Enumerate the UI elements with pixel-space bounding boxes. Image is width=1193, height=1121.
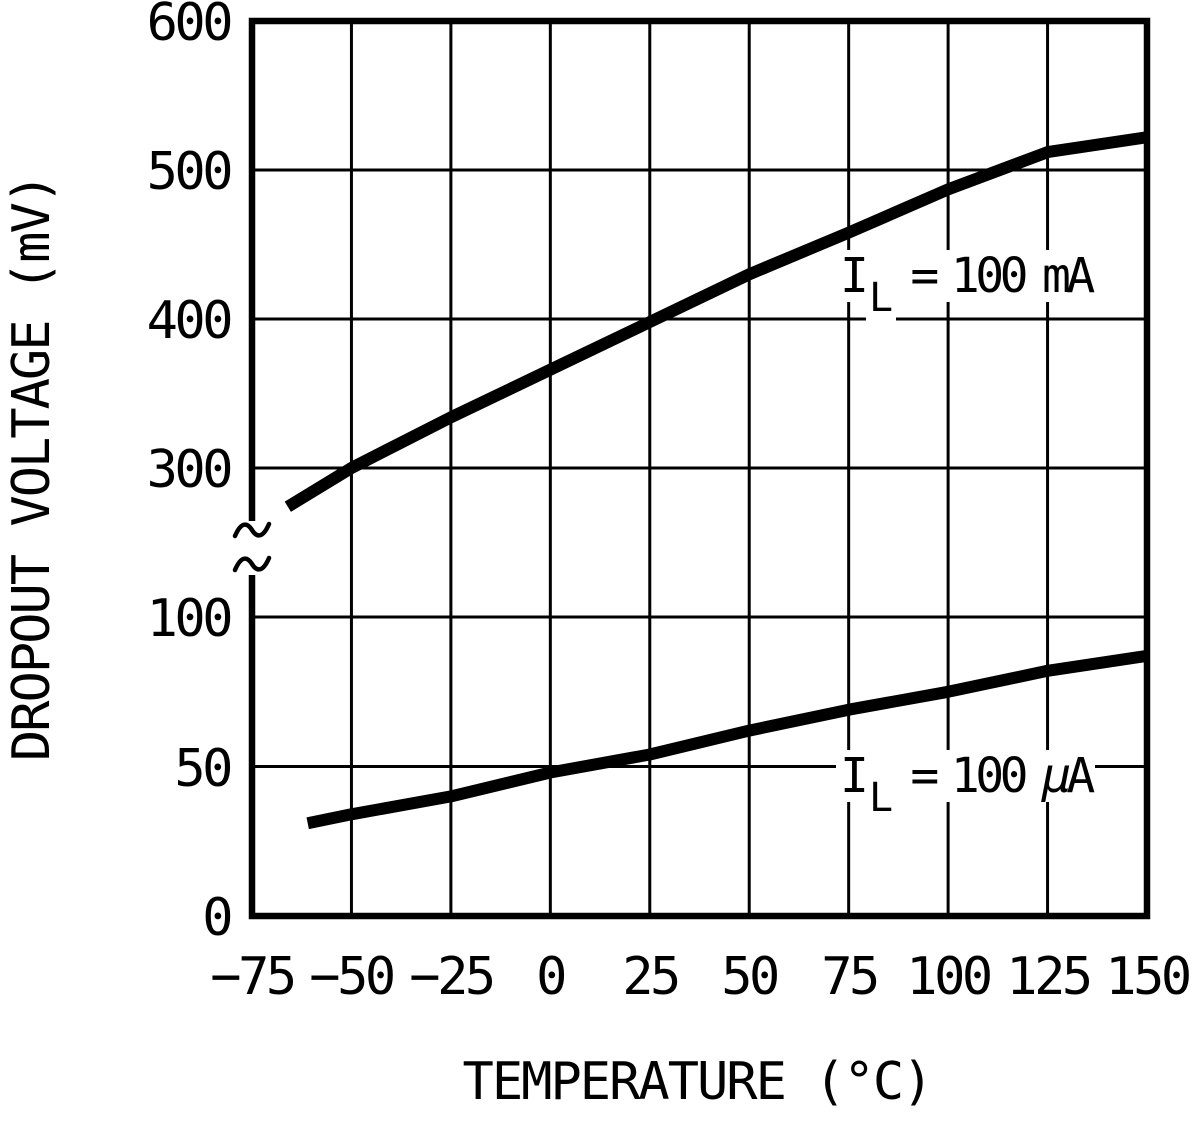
x-tick-label: −50 bbox=[309, 947, 396, 1007]
curve-il-100ma bbox=[284, 131, 1148, 512]
x-tick-label: 0 bbox=[536, 947, 567, 1007]
axis-break-icon bbox=[232, 521, 272, 539]
y-tick-label: 500 bbox=[146, 142, 234, 202]
current-unit: μA bbox=[1042, 748, 1095, 804]
current-value: 100 bbox=[950, 748, 1029, 804]
x-tick-label: −25 bbox=[409, 947, 496, 1007]
x-tick-label: 125 bbox=[1006, 947, 1093, 1007]
x-tick-label: 75 bbox=[821, 947, 880, 1007]
x-tick-label: 100 bbox=[906, 947, 993, 1007]
axis-break-icon bbox=[232, 555, 272, 573]
current-symbol: I bbox=[840, 248, 869, 304]
curve-label-il-100ua: I L = 100 μA bbox=[836, 748, 1095, 824]
equals-sign: = bbox=[910, 248, 939, 304]
y-tick-label: 50 bbox=[174, 739, 233, 799]
x-axis-title: TEMPERATURE (°C) bbox=[462, 1052, 934, 1112]
current-unit: mA bbox=[1042, 248, 1095, 304]
curve-label-il-100ma: I L = 100 mA bbox=[836, 248, 1095, 324]
x-tick-label: 25 bbox=[622, 947, 681, 1007]
y-tick-label: 600 bbox=[146, 0, 234, 53]
current-subscript: L bbox=[866, 778, 897, 824]
y-axis-title: DROPOUT VOLTAGE (mV) bbox=[2, 174, 62, 762]
plot-frame bbox=[248, 17, 1151, 920]
curve-il-100ua bbox=[306, 649, 1148, 830]
current-symbol: I bbox=[840, 748, 869, 804]
y-tick-label: 100 bbox=[146, 589, 234, 649]
current-subscript: L bbox=[866, 278, 897, 324]
equals-sign: = bbox=[910, 748, 939, 804]
y-tick-label: 400 bbox=[146, 291, 234, 351]
x-tick-label: −75 bbox=[210, 947, 297, 1007]
x-tick-label: 50 bbox=[721, 947, 780, 1007]
y-tick-label: 300 bbox=[146, 440, 234, 500]
y-tick-label: 0 bbox=[202, 888, 233, 948]
x-tick-label: 150 bbox=[1105, 947, 1192, 1007]
current-value: 100 bbox=[950, 248, 1029, 304]
